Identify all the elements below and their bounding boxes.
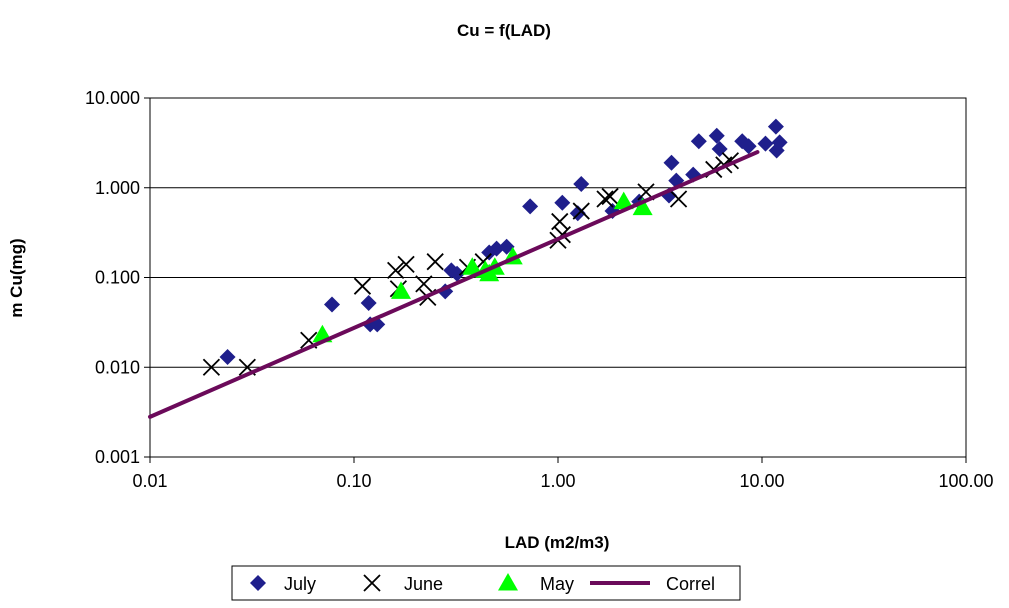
data-point xyxy=(663,154,680,171)
data-point xyxy=(669,190,688,208)
x-tick-label: 0.10 xyxy=(336,471,371,491)
x-tick-label: 1.00 xyxy=(540,471,575,491)
legend: July June May Correl xyxy=(231,565,741,601)
y-tick-label: 0.010 xyxy=(95,357,140,377)
series-correl-line xyxy=(148,150,760,419)
series-may xyxy=(312,191,653,343)
x-axis-title: LAD (m2/m3) xyxy=(505,533,610,552)
data-point xyxy=(757,135,774,152)
legend-box xyxy=(231,565,741,601)
data-point xyxy=(740,138,757,155)
data-point xyxy=(572,202,590,220)
series-layer xyxy=(148,118,788,419)
chart-title: Cu = f(LAD) xyxy=(457,21,551,40)
y-tick-label: 10.000 xyxy=(85,88,140,108)
data-point xyxy=(708,127,725,144)
series-july xyxy=(219,118,788,366)
x-tick-label: 0.01 xyxy=(132,471,167,491)
y-tick-label: 1.000 xyxy=(95,178,140,198)
data-point xyxy=(462,257,483,275)
legend-label: May xyxy=(540,574,574,594)
legend-marker xyxy=(363,574,381,592)
data-point xyxy=(522,198,539,215)
data-point xyxy=(601,187,619,206)
data-point xyxy=(323,296,340,313)
data-point xyxy=(219,349,236,366)
data-point xyxy=(387,261,405,280)
legend-marker xyxy=(498,573,518,591)
data-point xyxy=(391,281,412,299)
x-tick-label: 100.00 xyxy=(938,471,993,491)
legend-label: Correl xyxy=(666,574,715,594)
data-point xyxy=(415,275,433,293)
legend-label: June xyxy=(404,574,443,594)
x-axis: 0.01 0.10 1.00 10.00 100.00 xyxy=(132,457,994,491)
legend-marker xyxy=(250,575,266,591)
data-point xyxy=(573,176,590,193)
data-point xyxy=(767,118,784,135)
data-point xyxy=(360,294,377,311)
data-point xyxy=(554,194,571,211)
data-point xyxy=(449,265,466,282)
data-point xyxy=(690,133,707,150)
y-tick-label: 0.100 xyxy=(95,268,140,288)
y-axis: 0.001 0.010 0.100 1.000 10.000 xyxy=(85,88,150,467)
legend-label: July xyxy=(284,574,316,594)
data-point xyxy=(596,190,614,208)
y-axis-title: m Cu(mg) xyxy=(7,238,26,317)
x-tick-label: 10.00 xyxy=(739,471,784,491)
data-point xyxy=(569,205,586,222)
data-point xyxy=(613,191,634,210)
data-point xyxy=(632,197,653,216)
data-point xyxy=(202,358,221,376)
y-tick-label: 0.001 xyxy=(95,447,140,467)
data-point xyxy=(397,255,415,274)
data-point xyxy=(426,253,444,271)
data-point xyxy=(353,277,372,295)
gridlines xyxy=(150,187,966,368)
data-point xyxy=(488,240,505,257)
data-point xyxy=(771,134,788,151)
